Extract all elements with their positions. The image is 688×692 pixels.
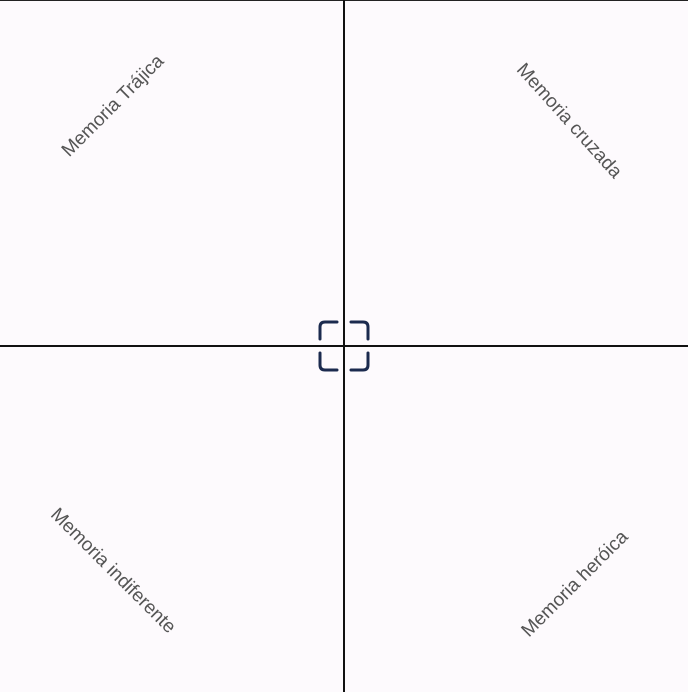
quadrant-label-bottom-right: Memoria heróica (517, 526, 633, 642)
quadrant-label-top-left: Memoria Trájica (57, 50, 169, 162)
center-drag-handle[interactable] (317, 319, 371, 373)
quadrant-label-bottom-left: Memoria indiferente (46, 504, 180, 638)
focus-frame-icon (318, 320, 370, 372)
horizontal-axis (0, 345, 688, 347)
quadrant-label-top-right: Memoria cruzada (512, 59, 626, 183)
